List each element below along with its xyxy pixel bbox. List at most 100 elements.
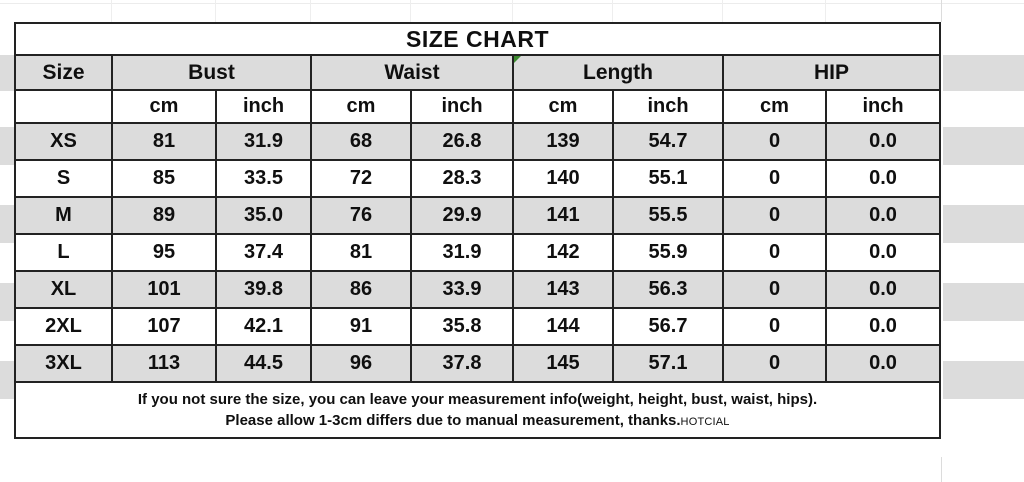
value-cell: 86 <box>310 270 412 309</box>
gridline-vertical <box>612 0 613 22</box>
row-band <box>943 283 1024 321</box>
value-cell: 143 <box>512 270 614 309</box>
col-header-waist: Waist <box>310 54 514 91</box>
value-cell: 44.5 <box>215 344 312 383</box>
value-cell: 85 <box>111 159 217 198</box>
value-cell: 56.3 <box>612 270 724 309</box>
brand-label: HOTCIAL <box>680 416 730 428</box>
value-cell: 107 <box>111 307 217 346</box>
comment-flag-icon <box>515 57 521 63</box>
size-cell: XL <box>14 270 113 309</box>
gridline-vertical <box>310 0 311 22</box>
gridline-vertical <box>512 0 513 22</box>
value-cell: 35.0 <box>215 196 312 235</box>
gridline-vertical <box>722 0 723 22</box>
value-cell: 37.4 <box>215 233 312 272</box>
col-header-bust: Bust <box>111 54 312 91</box>
unit-hip-cm: cm <box>722 89 827 124</box>
row-band <box>0 361 14 399</box>
value-cell: 0 <box>722 307 827 346</box>
value-cell: 0.0 <box>824 307 942 346</box>
value-cell: 0 <box>722 344 827 383</box>
value-cell: 0.0 <box>824 270 942 309</box>
value-cell: 37.8 <box>410 344 514 383</box>
unit-empty-cell <box>14 89 113 124</box>
value-cell: 76 <box>310 196 412 235</box>
row-band <box>0 205 14 243</box>
value-cell: 0 <box>722 233 827 272</box>
size-cell: M <box>14 196 113 235</box>
table-row-m: M 89 35.0 76 29.9 141 55.5 0 0.0 <box>14 196 942 235</box>
value-cell: 101 <box>111 270 217 309</box>
value-cell: 55.9 <box>612 233 724 272</box>
gridline-vertical <box>941 0 942 22</box>
row-band <box>0 283 14 321</box>
gridline-vertical <box>215 0 216 22</box>
value-cell: 144 <box>512 307 614 346</box>
gridline-vertical <box>111 0 112 22</box>
value-cell: 31.9 <box>215 122 312 161</box>
value-cell: 33.9 <box>410 270 514 309</box>
value-cell: 26.8 <box>410 122 514 161</box>
value-cell: 35.8 <box>410 307 514 346</box>
value-cell: 31.9 <box>410 233 514 272</box>
unit-bust-inch: inch <box>215 89 312 124</box>
value-cell: 0 <box>722 159 827 198</box>
value-cell: 0.0 <box>824 122 942 161</box>
value-cell: 0.0 <box>824 233 942 272</box>
value-cell: 145 <box>512 344 614 383</box>
footer-note-line2-text: Please allow 1-3cm differs due to manual… <box>225 412 681 429</box>
row-band <box>943 361 1024 399</box>
row-band <box>0 55 14 91</box>
table-row-2xl: 2XL 107 42.1 91 35.8 144 56.7 0 0.0 <box>14 307 942 346</box>
col-header-hip: HIP <box>721 54 942 91</box>
size-cell: S <box>14 159 113 198</box>
column-group-header-row: Size Bust Waist Length HIP <box>14 54 942 91</box>
value-cell: 0 <box>722 122 827 161</box>
unit-waist-inch: inch <box>410 89 514 124</box>
value-cell: 39.8 <box>215 270 312 309</box>
gridline-vertical <box>410 0 411 22</box>
value-cell: 81 <box>310 233 412 272</box>
table-row-s: S 85 33.5 72 28.3 140 55.1 0 0.0 <box>14 159 942 198</box>
row-band <box>943 55 1024 91</box>
unit-header-row: cm inch cm inch cm inch cm inch <box>14 89 942 124</box>
table-row-3xl: 3XL 113 44.5 96 37.8 145 57.1 0 0.0 <box>14 344 942 383</box>
value-cell: 95 <box>111 233 217 272</box>
value-cell: 81 <box>111 122 217 161</box>
size-cell: 3XL <box>14 344 113 383</box>
value-cell: 0.0 <box>824 344 942 383</box>
value-cell: 140 <box>512 159 614 198</box>
col-header-length: Length <box>512 54 724 91</box>
footer-note-line2: Please allow 1-3cm differs due to manual… <box>17 410 938 433</box>
value-cell: 54.7 <box>612 122 724 161</box>
value-cell: 89 <box>111 196 217 235</box>
value-cell: 55.5 <box>612 196 724 235</box>
value-cell: 29.9 <box>410 196 514 235</box>
size-cell: 2XL <box>14 307 113 346</box>
value-cell: 142 <box>512 233 614 272</box>
value-cell: 0 <box>722 270 827 309</box>
value-cell: 57.1 <box>612 344 724 383</box>
table-row-xs: XS 81 31.9 68 26.8 139 54.7 0 0.0 <box>14 122 942 161</box>
value-cell: 42.1 <box>215 307 312 346</box>
row-band <box>0 127 14 165</box>
row-band <box>943 127 1024 165</box>
value-cell: 0.0 <box>824 196 942 235</box>
unit-hip-inch: inch <box>824 89 942 124</box>
value-cell: 91 <box>310 307 412 346</box>
table-row-xl: XL 101 39.8 86 33.9 143 56.3 0 0.0 <box>14 270 942 309</box>
gridline-vertical <box>941 457 942 482</box>
unit-length-cm: cm <box>512 89 614 124</box>
col-header-size: Size <box>14 54 113 91</box>
value-cell: 72 <box>310 159 412 198</box>
value-cell: 56.7 <box>612 307 724 346</box>
footer-note-cell: If you not sure the size, you can leave … <box>13 381 942 439</box>
title-row: SIZE CHART <box>13 22 942 56</box>
value-cell: 96 <box>310 344 412 383</box>
value-cell: 0 <box>722 196 827 235</box>
col-header-length-label: Length <box>583 60 653 84</box>
chart-title: SIZE CHART <box>13 22 942 56</box>
unit-waist-cm: cm <box>310 89 412 124</box>
